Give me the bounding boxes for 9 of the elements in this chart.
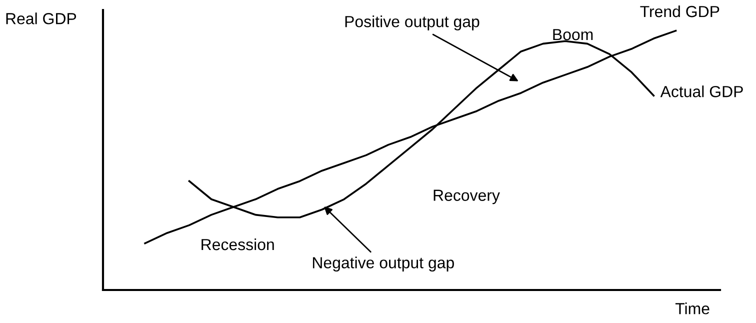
y-axis-title: Real GDP	[6, 12, 76, 24]
text: Positive output gap	[345, 16, 480, 30]
series-label: Actual GDP	[660, 86, 743, 98]
annotation: Negative output gap	[312, 256, 454, 272]
series-label: Trend GDP	[640, 5, 720, 18]
annotation: Boom	[553, 29, 593, 40]
annotation: Recovery	[434, 190, 500, 204]
x-axis-title: Time	[675, 302, 710, 314]
annotation: Recession	[202, 238, 274, 250]
